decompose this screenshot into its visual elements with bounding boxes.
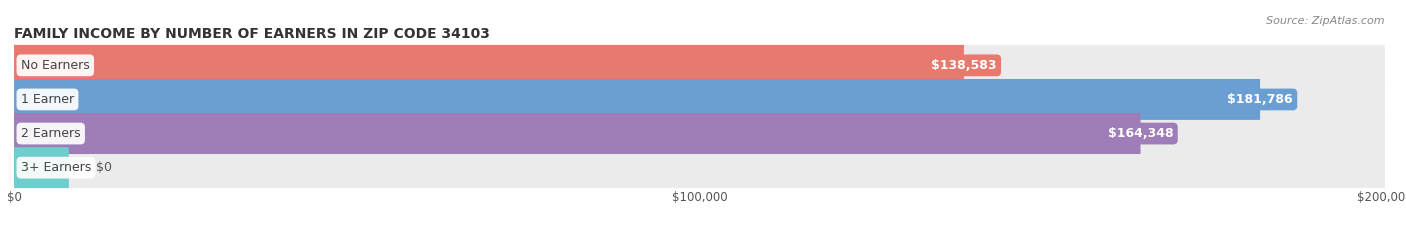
Text: 3+ Earners: 3+ Earners <box>21 161 91 174</box>
FancyBboxPatch shape <box>14 147 69 188</box>
Text: 2 Earners: 2 Earners <box>21 127 80 140</box>
FancyBboxPatch shape <box>14 79 1260 120</box>
Text: Source: ZipAtlas.com: Source: ZipAtlas.com <box>1267 16 1385 26</box>
FancyBboxPatch shape <box>14 113 1140 154</box>
FancyBboxPatch shape <box>14 45 1385 86</box>
Text: No Earners: No Earners <box>21 59 90 72</box>
FancyBboxPatch shape <box>14 147 1385 188</box>
Text: $0: $0 <box>96 161 112 174</box>
FancyBboxPatch shape <box>14 79 1385 120</box>
Text: FAMILY INCOME BY NUMBER OF EARNERS IN ZIP CODE 34103: FAMILY INCOME BY NUMBER OF EARNERS IN ZI… <box>14 27 489 41</box>
FancyBboxPatch shape <box>14 113 1385 154</box>
Text: 1 Earner: 1 Earner <box>21 93 75 106</box>
Text: $181,786: $181,786 <box>1227 93 1294 106</box>
FancyBboxPatch shape <box>14 45 965 86</box>
Text: $138,583: $138,583 <box>931 59 997 72</box>
Text: $164,348: $164,348 <box>1108 127 1174 140</box>
